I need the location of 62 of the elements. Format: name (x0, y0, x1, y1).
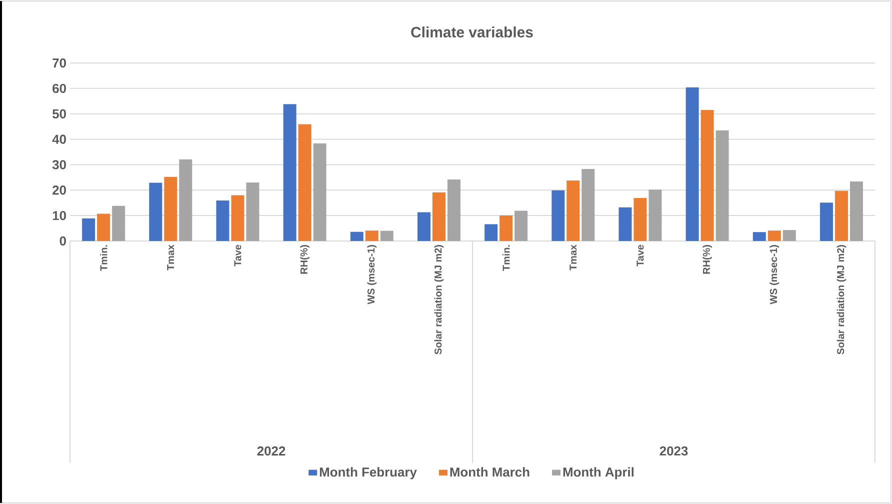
bar (179, 159, 192, 241)
y-tick-label: 50 (52, 109, 66, 118)
bar (752, 232, 766, 241)
bar (566, 180, 580, 241)
bar (484, 224, 498, 241)
bar (618, 207, 632, 241)
x-tick-label: WS (msec-1) (367, 245, 377, 304)
text: 2022 (257, 446, 286, 456)
bar (447, 179, 460, 241)
x-tick-label: RH(%) (300, 245, 310, 274)
bar (648, 190, 662, 241)
x-tick-label: Solar radiation (MJ m2) (836, 245, 846, 354)
bar (582, 169, 595, 241)
legend-label: Month February (320, 467, 417, 480)
x-tick-label: Tmax (570, 244, 577, 270)
y-tick-label: 20 (52, 186, 66, 195)
x-tick-label: Tmin. (502, 245, 510, 271)
bar (313, 143, 326, 241)
y-tick-label: 40 (52, 134, 66, 144)
y-tick-label: 10 (52, 210, 66, 220)
bar (850, 181, 863, 241)
y-tick-label: 60 (52, 84, 66, 93)
bar (380, 230, 394, 241)
x-tick-label: Tave (234, 244, 242, 266)
legend-label: Month April (563, 467, 634, 480)
bar (149, 182, 162, 241)
bar (834, 190, 848, 241)
bar (298, 124, 312, 241)
legend-label: Month March (450, 467, 530, 477)
x-tick-label: Tmin. (100, 245, 108, 271)
bar (686, 87, 699, 241)
bar (82, 218, 96, 241)
x-tick-label: Solar radiation (MJ m2) (434, 245, 444, 354)
bar (634, 198, 647, 241)
bar (97, 214, 110, 241)
bar (432, 192, 446, 241)
bar (283, 104, 296, 241)
bar (216, 200, 230, 241)
bar (112, 206, 126, 241)
bar (552, 190, 565, 241)
bar (782, 230, 796, 241)
bar (231, 195, 244, 241)
bar (500, 216, 513, 241)
x-tick-label: Tave (636, 244, 644, 266)
bar (246, 182, 260, 241)
text: 2023 (660, 446, 688, 456)
bar (164, 176, 178, 241)
chart-title: Climate variables (411, 26, 533, 38)
y-tick-label: 0 (60, 236, 66, 246)
y-tick-label: 70 (52, 58, 66, 68)
bar (716, 130, 729, 241)
bar (700, 110, 714, 241)
bar (514, 210, 528, 241)
x-tick-label: RH(%) (702, 245, 712, 274)
bar (417, 212, 430, 241)
y-tick-label: 30 (52, 160, 66, 170)
bar (768, 230, 781, 241)
bar (350, 232, 364, 241)
bar (820, 202, 833, 241)
bar (365, 230, 378, 241)
x-tick-label: Tmax (167, 244, 174, 270)
x-tick-label: WS (msec-1) (770, 245, 780, 304)
